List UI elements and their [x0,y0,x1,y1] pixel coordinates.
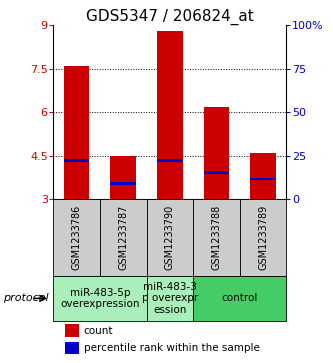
Bar [100,199,147,276]
Bar [65,342,79,354]
Bar [147,199,193,276]
Text: GSM1233786: GSM1233786 [72,205,82,270]
Text: GSM1233790: GSM1233790 [165,205,175,270]
Text: miR-483-5p
overexpression: miR-483-5p overexpression [60,287,140,309]
Text: control: control [221,293,258,303]
Bar [157,31,182,199]
Text: GSM1233787: GSM1233787 [118,205,128,270]
Bar [53,276,147,321]
Title: GDS5347 / 206824_at: GDS5347 / 206824_at [86,9,254,25]
Bar [111,182,136,185]
Bar [65,325,79,337]
Bar [64,66,89,199]
Bar [204,107,229,199]
Bar [250,153,276,199]
Bar [193,276,286,321]
Bar [64,159,89,162]
Bar [157,159,182,162]
Text: miR-483-3
p overexpr
ession: miR-483-3 p overexpr ession [142,282,198,315]
Bar [111,156,136,199]
Text: GSM1233789: GSM1233789 [258,205,268,270]
Text: count: count [84,326,113,336]
Bar [53,199,100,276]
Text: protocol: protocol [3,293,49,303]
Bar [250,178,276,180]
Bar [204,171,229,174]
Text: percentile rank within the sample: percentile rank within the sample [84,343,259,353]
Bar [193,199,240,276]
Bar [240,199,286,276]
Bar [147,276,193,321]
Text: GSM1233788: GSM1233788 [211,205,221,270]
